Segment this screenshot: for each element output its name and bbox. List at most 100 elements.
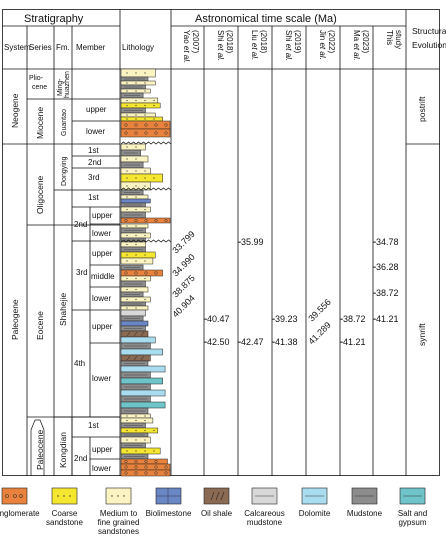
sand-dot [135, 104, 137, 107]
study-year: (2007) [191, 30, 200, 53]
study-author: Shi et al. [216, 30, 225, 61]
oil-shale-hatch [140, 331, 145, 337]
sand-dot [144, 439, 146, 441]
lithology-layer [120, 336, 156, 344]
unconformity-2 [120, 187, 172, 191]
sand-dot [144, 429, 146, 432]
conglomerate-pebble [164, 465, 168, 469]
legend-label: Dolomite [299, 509, 331, 518]
structural-postrift: postrift [417, 96, 427, 122]
sand-dot [144, 170, 146, 172]
fm-minghuazhen-1: Ming- [57, 78, 64, 96]
sand-dot [144, 298, 146, 301]
sand-dot [135, 90, 137, 92]
age-this-study-2: -36.28 [373, 262, 399, 272]
sand-dot [135, 298, 137, 301]
sand-dot [135, 254, 137, 256]
lithology-layer [120, 257, 154, 265]
legend-dot [111, 495, 113, 497]
conglomerate-pebble [134, 459, 138, 464]
legend-hatch [210, 491, 215, 501]
lithology-layer [120, 365, 166, 373]
sand-dot [153, 99, 155, 102]
sand-dot [135, 277, 137, 280]
conglomerate-pebble [164, 471, 168, 475]
lithology-layer [120, 143, 146, 151]
sand-dot [144, 82, 146, 84]
sand-dot [126, 158, 128, 160]
sand-dot [144, 419, 146, 422]
lithology-layer [120, 223, 149, 229]
sand-dot [135, 99, 137, 102]
sand-dot [135, 72, 137, 74]
sand-dot [126, 185, 128, 187]
conglomerate-pebble [154, 131, 158, 135]
sand-dot [135, 82, 137, 84]
conglomerate-pebble [154, 218, 158, 223]
sand-dot [135, 415, 137, 417]
conglomerate-pebble [124, 459, 128, 464]
sand-dot [135, 185, 137, 187]
oil-shale-hatch [126, 331, 131, 337]
series-miocene: Miocene [35, 107, 45, 139]
lithology-layer [120, 348, 163, 356]
sand-dot [144, 72, 146, 74]
series-pliocene-1: Plio- [29, 75, 44, 82]
sand-dot [126, 429, 128, 432]
age-shi2019-2: -41.38 [272, 337, 298, 347]
system-paleogene: Paleogene [10, 299, 20, 340]
member-shahejie-3rd-middle: middle [91, 272, 115, 281]
sand-dot [135, 146, 137, 148]
conglomerate-pebble [134, 471, 138, 475]
sand-dot [135, 118, 137, 120]
study-author: Jin et al. [318, 30, 327, 60]
paleocene-bracket [30, 419, 45, 476]
lithology-layer [120, 112, 156, 118]
member-shahejie-2nd: 2nd [74, 220, 87, 229]
age-ma2023-1: -38.72 [340, 314, 366, 324]
system-neogene: Neogene [10, 93, 20, 128]
conglomerate-pebble [154, 271, 158, 275]
formation-header: Fm. [56, 43, 70, 52]
sand-dot [135, 260, 137, 262]
lithology-layer [120, 194, 149, 200]
member-kongdian-2nd: 2nd [74, 454, 87, 463]
oil-shale-hatch [126, 355, 131, 361]
sand-dot [126, 260, 128, 262]
unconformity-1 [120, 141, 172, 145]
member-kongdian-1st: 1st [88, 421, 99, 430]
study-author: Liu et al. [250, 30, 259, 60]
lithology-layer [120, 198, 151, 204]
legend-hatch [220, 491, 225, 501]
sand-dot [144, 415, 146, 417]
legend-pebble [13, 494, 17, 498]
conglomerate-pebble [164, 123, 168, 127]
sand-dot [144, 254, 146, 256]
member-dongying-3rd: 3rd [88, 173, 100, 182]
legend-label: Coarse sandstone [46, 509, 83, 527]
sand-dot [144, 277, 146, 280]
legend-item-7: Dolomite [299, 487, 331, 518]
conglomerate-pebble [124, 123, 128, 127]
conglomerate-pebble [134, 465, 138, 469]
sand-dot [126, 99, 128, 102]
sand-dot [135, 196, 137, 198]
sand-dot [144, 177, 146, 179]
oil-shale-hatch [133, 355, 138, 361]
study-header-5: Jin et al. (2022) [318, 30, 336, 60]
sand-dot [144, 114, 146, 116]
conglomerate-pebble [144, 465, 148, 469]
study-header-6: Ma et al. (2023) [352, 30, 370, 61]
age-yao-2: 34.990 [170, 252, 197, 279]
sand-dot [126, 439, 128, 441]
legend-dot [123, 495, 125, 497]
legend-item-6: Calcareous mudstone [244, 487, 285, 527]
sand-dot [126, 90, 128, 92]
age-liu2018-2: -42.47 [238, 337, 264, 347]
sand-dot [153, 429, 155, 432]
lithology-layer [120, 417, 154, 424]
sand-dot [135, 439, 137, 441]
lithology-layer [120, 120, 171, 130]
age-this-study-1: -34.78 [373, 237, 399, 247]
